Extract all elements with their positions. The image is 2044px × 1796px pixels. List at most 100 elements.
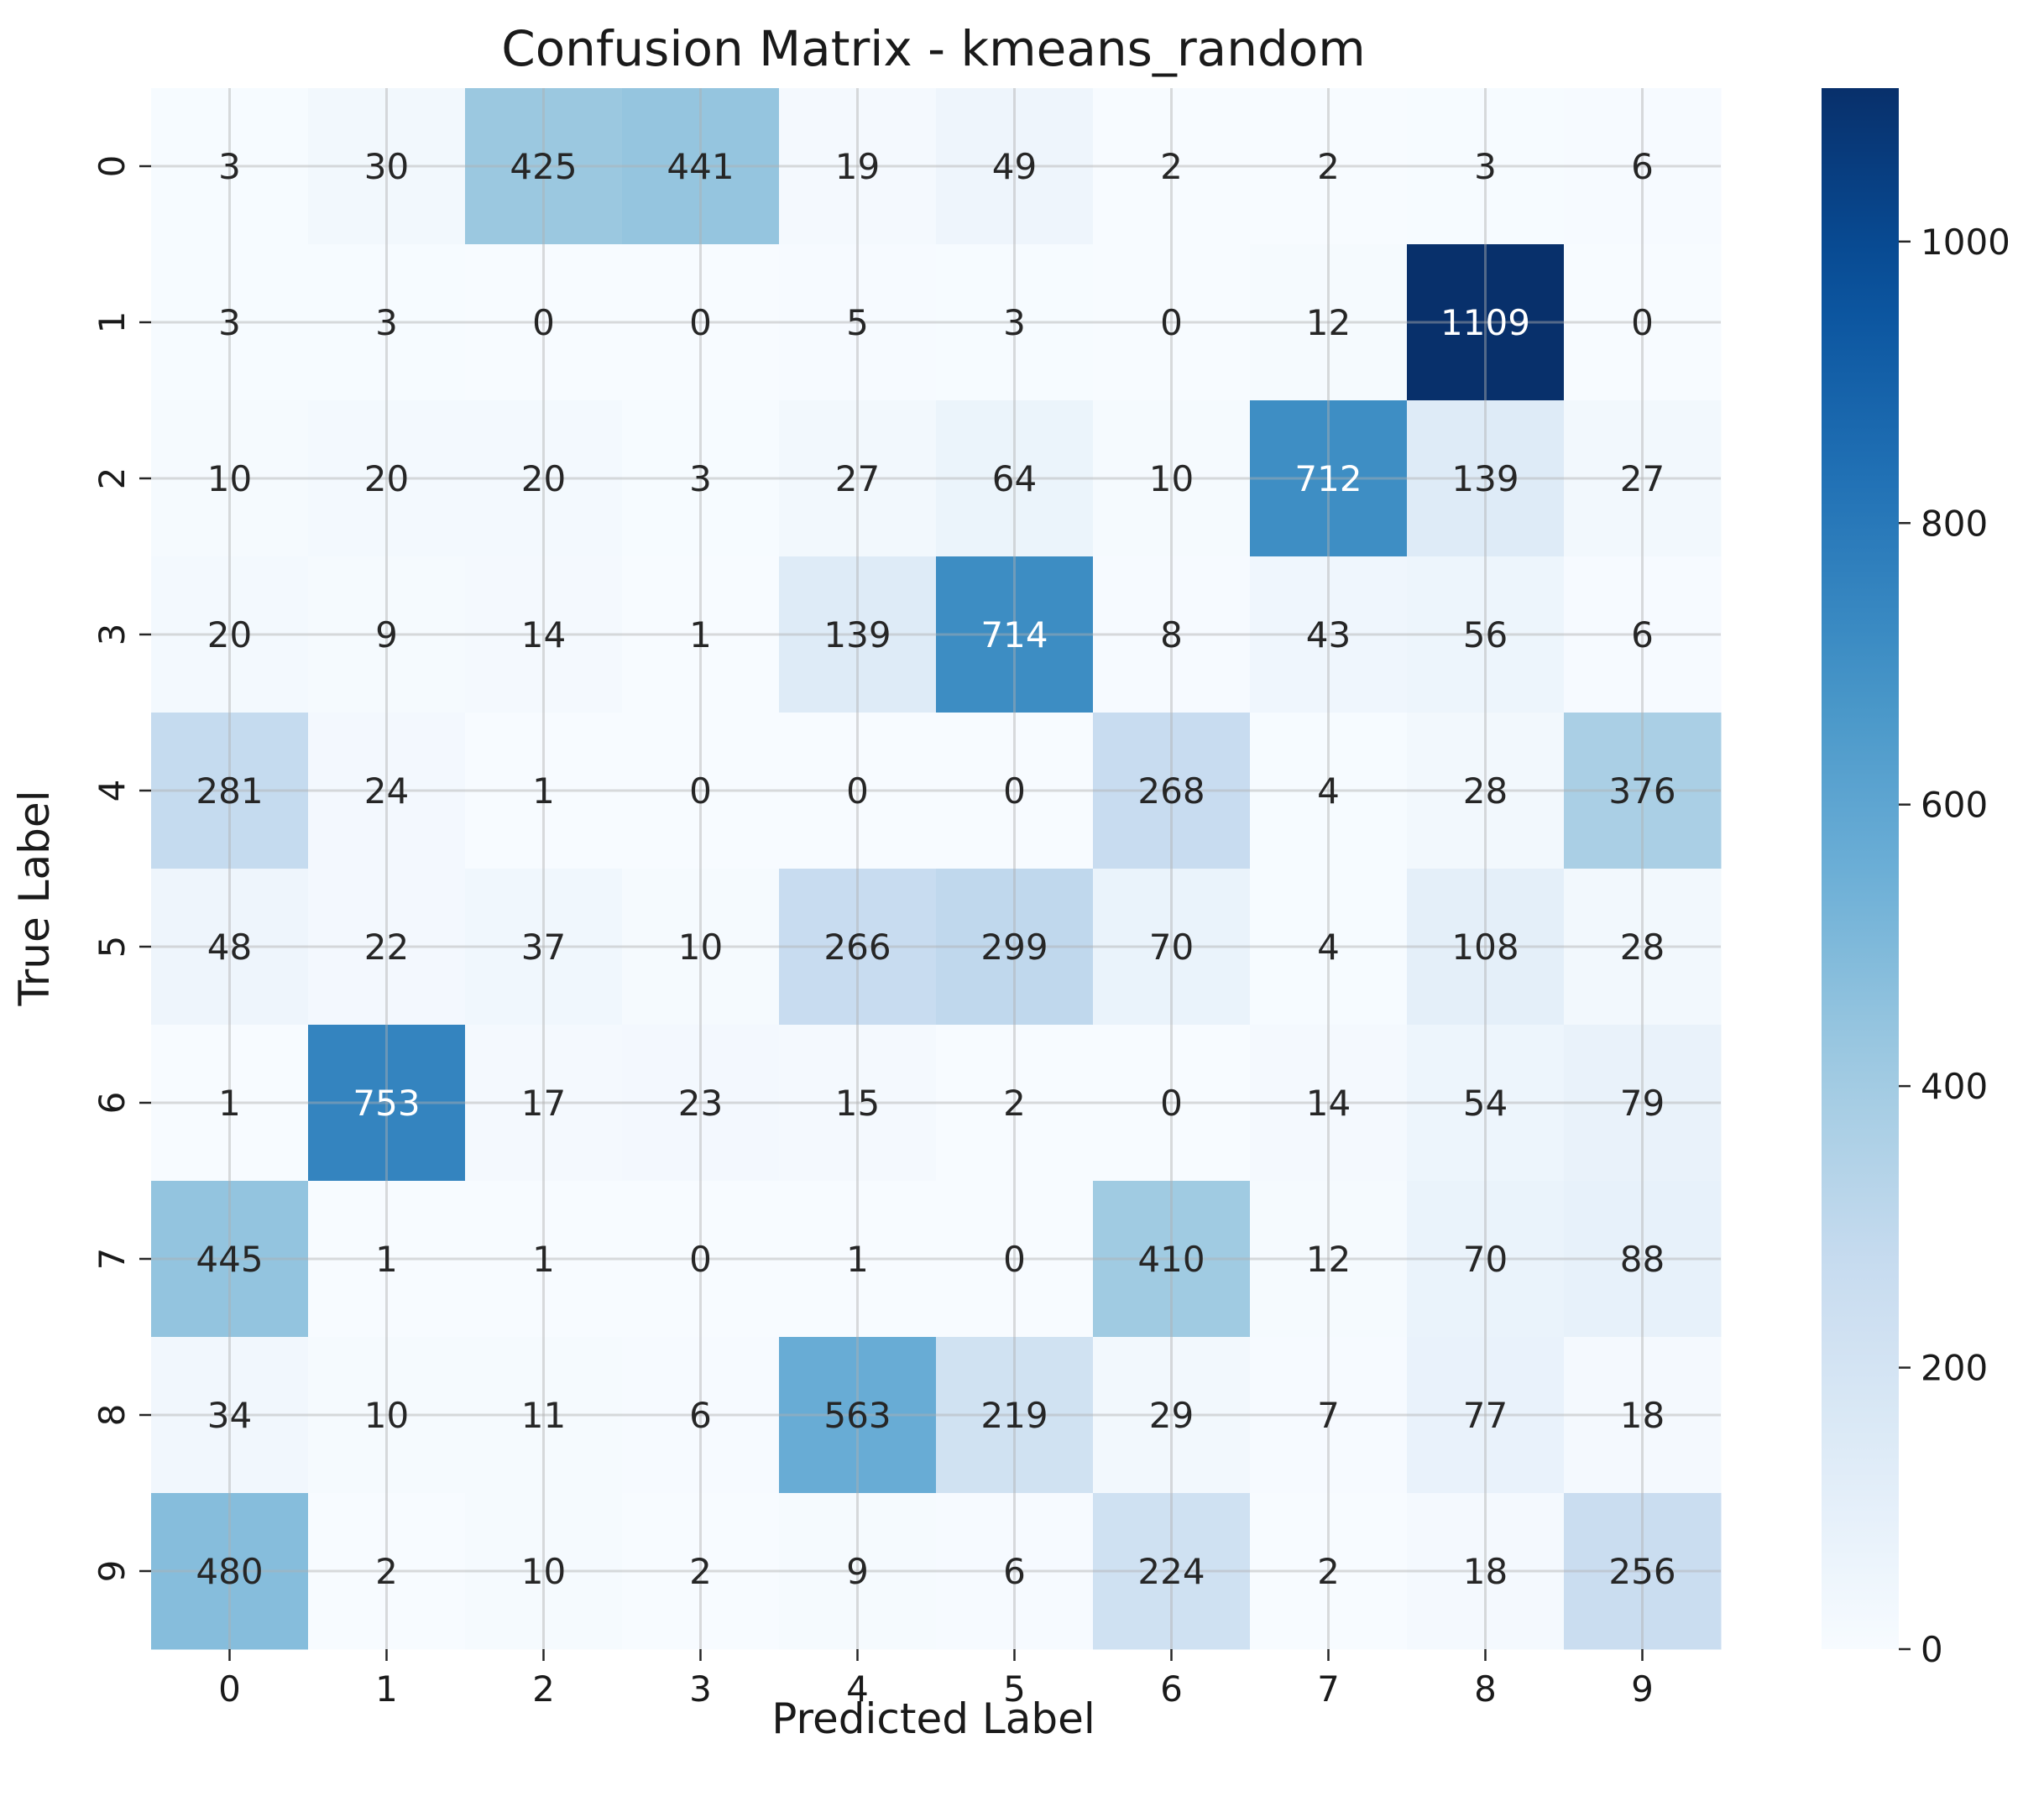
heatmap-cell-3-2 <box>465 556 623 713</box>
cell-value-label: 7 <box>1317 1395 1340 1436</box>
y-tick-label: 5 <box>91 936 133 958</box>
colorbar-tick-label: 800 <box>1921 503 1988 544</box>
heatmap-cell-4-6 <box>1093 713 1251 869</box>
heatmap-cell-5-9 <box>1564 869 1722 1026</box>
heatmap-cell-7-7 <box>1250 1181 1408 1338</box>
heatmap-cell-3-0 <box>151 556 309 713</box>
x-tick-label: 5 <box>1003 1668 1026 1710</box>
heatmap-cell-0-8 <box>1407 88 1565 245</box>
x-tick-label: 4 <box>846 1668 869 1710</box>
x-axis-label: Predicted Label <box>771 1694 1095 1743</box>
heatmap-cell-2-9 <box>1564 400 1722 557</box>
cell-value-label: 3 <box>218 146 241 187</box>
x-tick-label: 0 <box>218 1668 241 1710</box>
cell-value-label: 27 <box>835 458 880 499</box>
cell-value-label: 1 <box>218 1083 241 1124</box>
cell-value-labels: 3 30 425 441 19 49 2 2 3 63 3 0 0 5 3 0 12 1109 010 20 20 3 27… <box>196 146 1675 1592</box>
heatmap-cell-2-1 <box>308 400 466 557</box>
heatmap-cell-8-1 <box>308 1337 466 1494</box>
heatmap-cell-2-6 <box>1093 400 1251 557</box>
heatmap-cell-9-3 <box>622 1493 780 1650</box>
cell-value-label: 0 <box>846 770 869 812</box>
heatmap-cell-0-4 <box>779 88 937 245</box>
heatmap-cell-9-8 <box>1407 1493 1565 1650</box>
cell-value-label: 9 <box>846 1551 869 1592</box>
heatmap-cell-9-4 <box>779 1493 937 1650</box>
cell-value-label: 299 <box>980 927 1048 968</box>
cell-value-label: 56 <box>1463 614 1508 655</box>
cell-value-label: 410 <box>1137 1239 1205 1280</box>
cell-value-label: 139 <box>1451 458 1519 499</box>
cell-value-label: 10 <box>364 1395 409 1436</box>
cell-value-label: 37 <box>521 927 566 968</box>
cell-value-label: 64 <box>992 458 1037 499</box>
cell-value-label: 54 <box>1463 1083 1508 1124</box>
heatmap-cell-5-1 <box>308 869 466 1026</box>
x-tick-label: 7 <box>1317 1668 1340 1710</box>
y-tick-label: 8 <box>91 1404 133 1427</box>
cell-value-label: 2 <box>1160 146 1183 187</box>
cell-value-label: 6 <box>1631 146 1654 187</box>
cell-value-label: 1 <box>846 1239 869 1280</box>
cell-value-label: 1 <box>532 770 555 812</box>
cell-value-label: 224 <box>1137 1551 1205 1592</box>
cell-value-label: 43 <box>1306 614 1351 655</box>
heatmap-cell-3-5 <box>936 556 1094 713</box>
heatmap-cell-7-0 <box>151 1181 309 1338</box>
heatmap-cell-0-1 <box>308 88 466 245</box>
heatmap-cell-1-3 <box>622 244 780 401</box>
cell-value-label: 480 <box>196 1551 263 1592</box>
cell-value-label: 10 <box>678 927 723 968</box>
y-axis-label: True Label <box>10 791 59 1007</box>
heatmap-cell-9-2 <box>465 1493 623 1650</box>
heatmap-cell-6-0 <box>151 1025 309 1182</box>
cell-value-label: 0 <box>689 302 712 343</box>
heatmap-cell-9-5 <box>936 1493 1094 1650</box>
cell-value-label: 20 <box>364 458 409 499</box>
y-tick-label: 3 <box>91 624 133 646</box>
cell-value-label: 3 <box>689 458 712 499</box>
heatmap-cell-4-2 <box>465 713 623 869</box>
heatmap-cell-6-7 <box>1250 1025 1408 1182</box>
cell-value-label: 79 <box>1620 1083 1665 1124</box>
heatmap-cell-7-5 <box>936 1181 1094 1338</box>
heatmap-cell-2-0 <box>151 400 309 557</box>
cell-value-label: 34 <box>207 1395 252 1436</box>
cell-value-label: 266 <box>823 927 891 968</box>
heatmap-cell-4-9 <box>1564 713 1722 869</box>
cell-value-label: 2 <box>1317 146 1340 187</box>
cell-value-label: 5 <box>846 302 869 343</box>
cell-value-label: 2 <box>375 1551 398 1592</box>
cell-value-label: 712 <box>1294 458 1362 499</box>
cell-value-label: 30 <box>364 146 409 187</box>
colorbar-gradient <box>1822 88 1899 1649</box>
cell-value-label: 14 <box>1306 1083 1351 1124</box>
cell-value-label: 10 <box>1149 458 1194 499</box>
x-tick-label: 8 <box>1474 1668 1497 1710</box>
cell-value-label: 49 <box>992 146 1037 187</box>
cell-value-label: 18 <box>1620 1395 1665 1436</box>
heatmap-cell-4-1 <box>308 713 466 869</box>
heatmap-cell-0-0 <box>151 88 309 245</box>
cell-value-label: 3 <box>1474 146 1497 187</box>
cell-value-label: 11 <box>521 1395 566 1436</box>
heatmap-cell-2-7 <box>1250 400 1408 557</box>
x-tick-label: 1 <box>375 1668 398 1710</box>
cell-value-label: 139 <box>823 614 891 655</box>
heatmap-cell-0-7 <box>1250 88 1408 245</box>
colorbar-tick-label: 0 <box>1921 1629 1943 1670</box>
heatmap-cell-4-5 <box>936 713 1094 869</box>
cell-value-label: 15 <box>835 1083 880 1124</box>
colorbar: 0 200 400 600 800 1000 <box>1822 88 2010 1670</box>
heatmap-cell-1-1 <box>308 244 466 401</box>
chart-title: Confusion Matrix - kmeans_random <box>501 20 1366 77</box>
heatmap-cell-9-0 <box>151 1493 309 1650</box>
cell-value-label: 376 <box>1608 770 1675 812</box>
cell-value-label: 27 <box>1620 458 1665 499</box>
x-tick-label: 3 <box>689 1668 712 1710</box>
x-tick-label: 9 <box>1631 1668 1654 1710</box>
cell-value-label: 3 <box>375 302 398 343</box>
heatmap-cell-5-3 <box>622 869 780 1026</box>
heatmap-cell-5-8 <box>1407 869 1565 1026</box>
